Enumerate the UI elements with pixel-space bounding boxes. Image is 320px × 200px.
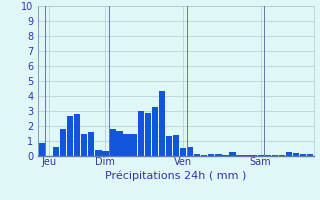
Bar <box>159 91 165 156</box>
Bar <box>67 116 73 156</box>
Bar <box>124 134 130 156</box>
Bar <box>131 134 137 156</box>
Bar <box>208 154 214 156</box>
Bar <box>251 154 257 156</box>
Bar <box>88 132 94 156</box>
Bar <box>138 111 144 156</box>
Bar <box>272 154 278 156</box>
X-axis label: Précipitations 24h ( mm ): Précipitations 24h ( mm ) <box>105 170 247 181</box>
Bar <box>166 136 172 156</box>
Bar <box>39 143 45 156</box>
Bar <box>307 154 313 156</box>
Bar <box>279 155 285 156</box>
Bar <box>215 154 221 156</box>
Bar <box>74 114 80 156</box>
Bar <box>229 152 236 156</box>
Bar <box>152 106 158 156</box>
Bar <box>201 154 207 156</box>
Bar <box>180 148 186 156</box>
Bar <box>81 134 87 156</box>
Bar <box>244 154 250 156</box>
Bar <box>145 112 151 156</box>
Bar <box>187 147 193 156</box>
Bar <box>102 151 108 156</box>
Bar <box>53 147 59 156</box>
Bar <box>173 135 179 156</box>
Bar <box>258 155 264 156</box>
Bar <box>60 129 66 156</box>
Bar <box>116 130 123 156</box>
Bar <box>265 154 271 156</box>
Bar <box>300 154 306 156</box>
Bar <box>236 154 243 156</box>
Bar <box>293 153 299 156</box>
Bar <box>222 154 228 156</box>
Bar <box>109 129 116 156</box>
Bar <box>95 150 101 156</box>
Bar <box>286 152 292 156</box>
Bar <box>194 154 200 156</box>
